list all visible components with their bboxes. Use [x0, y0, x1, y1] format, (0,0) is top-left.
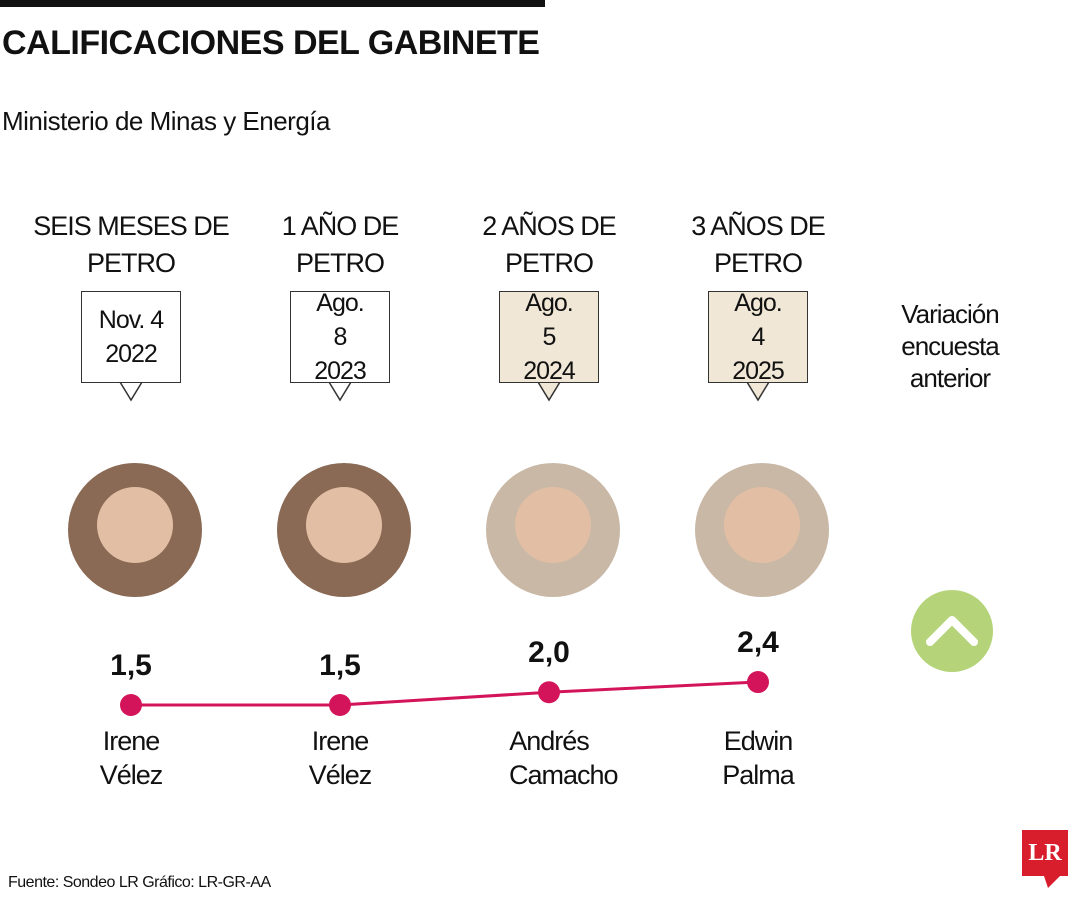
- date-box: Ago. 4 2025: [708, 289, 808, 385]
- photo-face: [724, 487, 800, 563]
- minister-name: Irene Vélez: [308, 726, 373, 790]
- line: [131, 680, 759, 707]
- subtitle: Ministerio de Minas y Energía: [2, 106, 330, 136]
- variation-label: Variación encuesta anterior: [901, 299, 1000, 393]
- up-arrow: [926, 616, 978, 646]
- value-label: 1,5: [319, 649, 361, 682]
- minister-name: Andrés Camacho: [509, 726, 619, 790]
- top-rule: [0, 0, 545, 7]
- value-label: 2,0: [528, 636, 570, 670]
- minister-name: Irene Vélez: [99, 726, 164, 790]
- point: [747, 671, 769, 694]
- category-label: SEIS MESES DE PETRO: [33, 211, 230, 278]
- photo-face: [306, 487, 382, 563]
- date-box: Ago. 8 2023: [290, 289, 390, 385]
- source: Fuente: Sondeo LR Gráfico: LR-GR-AA: [8, 874, 271, 891]
- photo-face: [515, 487, 591, 563]
- logo-tail: [1044, 876, 1060, 888]
- category-label: 3 AÑOS DE PETRO: [691, 211, 826, 278]
- photo-face: [97, 487, 173, 563]
- category-label: 2 AÑOS DE PETRO: [482, 211, 617, 278]
- category-label: 1 AÑO DE PETRO: [281, 211, 400, 278]
- date-box: Ago. 5 2024: [499, 289, 599, 385]
- date-box: Nov. 4 2022: [81, 291, 181, 383]
- chart-title: CALIFICACIONES DEL GABINETE: [2, 24, 540, 62]
- point: [329, 694, 351, 716]
- variation-badge: [911, 590, 993, 672]
- value-label: 2,4: [737, 626, 779, 660]
- value-label: 1,5: [110, 649, 152, 682]
- point: [120, 694, 142, 716]
- point: [538, 681, 560, 704]
- minister-name: Edwin Palma: [722, 726, 795, 790]
- logo: LR: [1022, 830, 1068, 876]
- box-pointer: [118, 381, 144, 402]
